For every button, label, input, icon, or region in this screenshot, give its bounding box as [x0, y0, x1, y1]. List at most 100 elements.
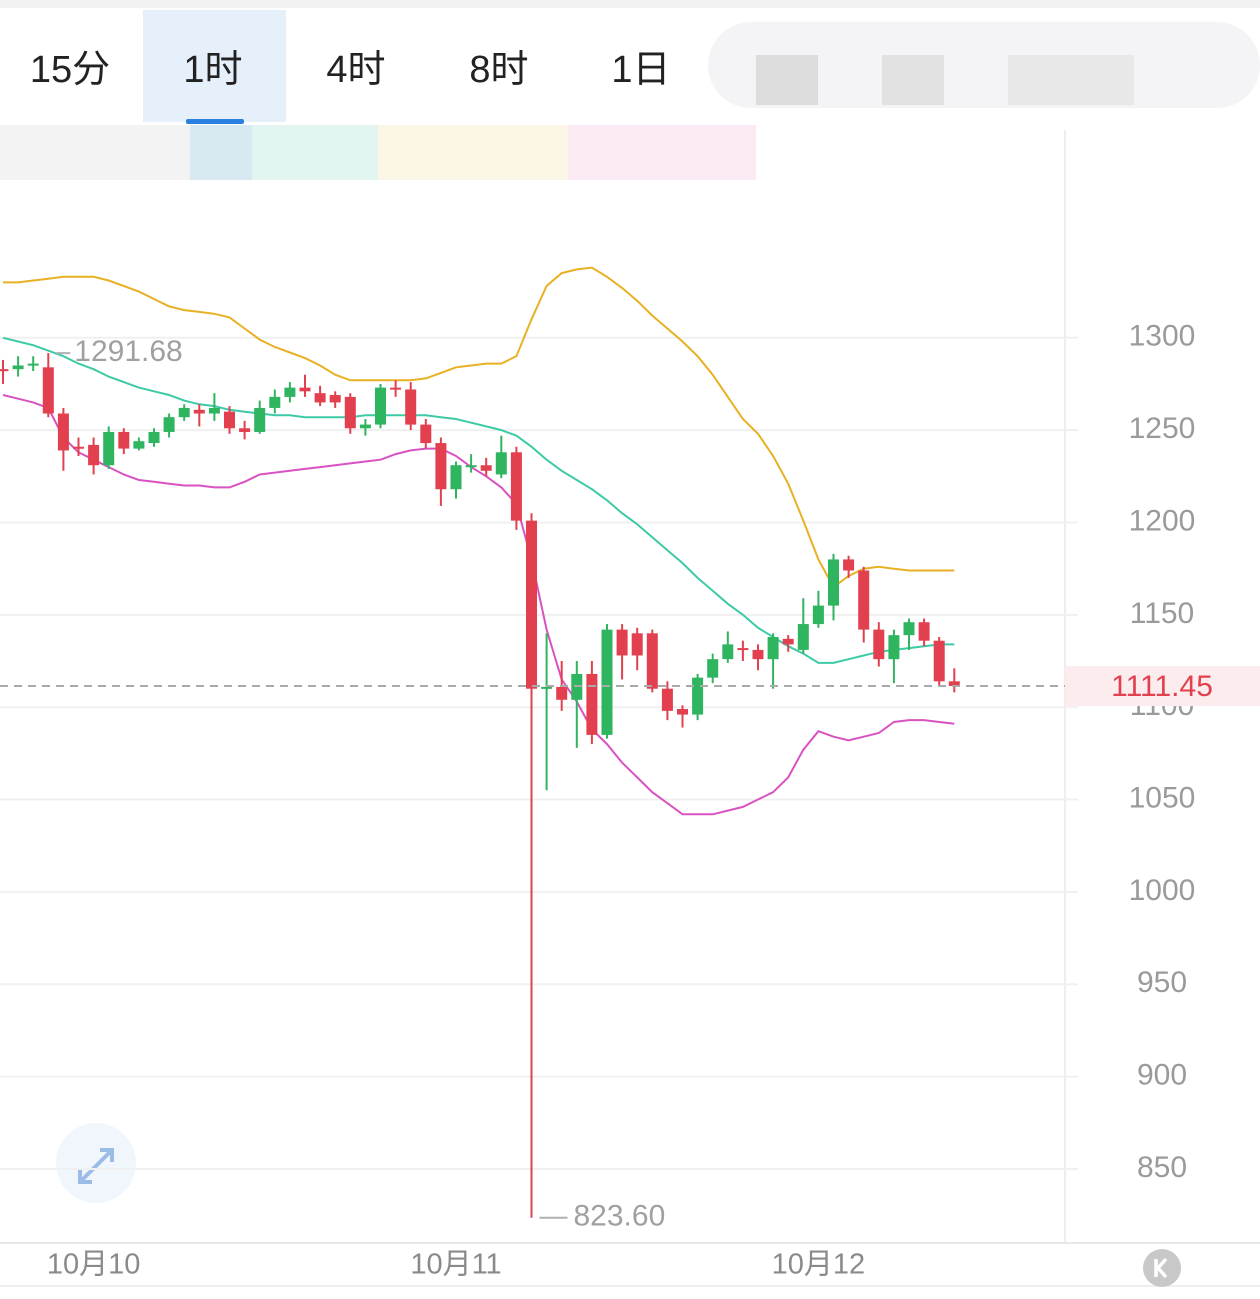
candle-body — [163, 417, 175, 432]
candle-body — [782, 638, 794, 645]
x-tick-label: 10月12 — [772, 1249, 866, 1281]
candle-body — [12, 365, 24, 370]
candle-body — [344, 396, 356, 429]
candle-body — [737, 648, 749, 651]
candle-body — [450, 465, 462, 490]
candle-body — [677, 709, 688, 715]
y-tick-label: 1200 — [1129, 504, 1196, 537]
tab-label[interactable]: 8时 — [469, 49, 528, 91]
candle-body — [495, 452, 507, 475]
expand-bg[interactable] — [56, 1123, 136, 1203]
candle-body — [480, 465, 492, 471]
tab-label[interactable]: 15分 — [30, 49, 110, 91]
y-tick-label: 1300 — [1129, 320, 1196, 353]
candle-body — [918, 622, 930, 641]
candle-body — [193, 409, 205, 414]
y-tick-label: 850 — [1137, 1151, 1187, 1184]
candle-body — [405, 389, 417, 425]
x-tick-label: 10月10 — [47, 1249, 141, 1281]
y-tick-label: 900 — [1137, 1059, 1187, 1092]
active-tab-bg — [143, 10, 286, 122]
band-line — [3, 266, 955, 589]
expand-button[interactable] — [56, 1123, 136, 1203]
blurred-chip — [190, 125, 252, 180]
blurred-chip — [568, 125, 756, 180]
candle-body — [722, 644, 734, 660]
y-tick-label: 1000 — [1129, 874, 1196, 907]
candle-body — [767, 636, 779, 660]
candle-body — [103, 431, 115, 466]
candle-body — [375, 387, 386, 425]
blurred-chip — [378, 125, 568, 180]
blurred-block — [1008, 55, 1134, 105]
candle-body — [208, 407, 220, 414]
candle-body — [601, 629, 613, 735]
y-tick-label: 1050 — [1129, 781, 1196, 814]
candle-body — [73, 446, 84, 449]
candle-body — [541, 686, 553, 689]
candle-body — [0, 369, 9, 372]
y-tick-label: 1150 — [1130, 597, 1195, 630]
candle-body — [284, 387, 296, 397]
candle-body — [526, 520, 537, 689]
active-tab-indicator — [186, 119, 244, 124]
y-tick-label: 950 — [1137, 966, 1187, 999]
candle-body — [420, 424, 432, 444]
candle-body — [510, 452, 522, 521]
candle-body — [329, 395, 341, 403]
k-icon[interactable] — [1154, 1257, 1168, 1279]
candle-body — [148, 431, 160, 444]
band-line — [2, 394, 955, 816]
x-tick-label: 10月11 — [410, 1249, 501, 1281]
k-bg[interactable] — [1143, 1249, 1181, 1287]
low-marker-label: 823.60 — [574, 1200, 666, 1233]
last-price-bg — [1065, 666, 1260, 707]
candle-body — [27, 363, 39, 366]
candle-body — [903, 622, 915, 636]
candle-body — [616, 629, 628, 656]
candle-body — [556, 686, 568, 700]
candle-body — [812, 605, 824, 625]
tab-label[interactable]: 1时 — [183, 49, 242, 91]
last-price-label: 1111.45 — [1111, 670, 1213, 703]
tab-label[interactable]: 4时 — [326, 49, 385, 91]
candle-body — [888, 635, 900, 660]
candle-body — [178, 407, 190, 418]
blurred-chip — [252, 125, 378, 180]
y-tick-label: 1250 — [1129, 412, 1196, 445]
high-marker-label: 1291.68 — [74, 335, 182, 368]
candle-body — [269, 396, 281, 408]
candle-body — [224, 411, 235, 429]
candle-body — [948, 681, 960, 687]
candle-body — [57, 413, 69, 451]
band-line — [2, 336, 955, 664]
candle-body — [586, 673, 598, 735]
candle-body — [239, 428, 251, 432]
tab-label[interactable]: 1日 — [611, 49, 670, 91]
candle-body — [828, 559, 839, 606]
top-strip — [0, 0, 1260, 8]
candle-body — [631, 633, 643, 656]
candle-body — [359, 424, 371, 429]
candle-body — [390, 387, 402, 390]
candle-body — [314, 393, 326, 403]
candle-body — [465, 465, 477, 468]
blurred-chip — [0, 125, 190, 180]
blurred-block — [882, 55, 944, 105]
candle-body — [88, 444, 100, 466]
candle-body — [873, 629, 885, 660]
candle-body — [118, 431, 130, 449]
candle-body — [661, 688, 673, 711]
candle-body — [933, 640, 945, 682]
candle-body — [797, 624, 809, 650]
candle-body — [435, 443, 447, 490]
candle-body — [299, 387, 311, 392]
candle-body — [646, 633, 658, 689]
expand-icon[interactable] — [78, 1148, 114, 1184]
plot: 850900950100010501100115012001250130010月… — [0, 266, 1260, 1281]
k-button[interactable] — [1143, 1249, 1181, 1287]
candle-body — [133, 441, 145, 449]
candle-body — [254, 407, 266, 432]
blurred-block — [756, 55, 818, 105]
